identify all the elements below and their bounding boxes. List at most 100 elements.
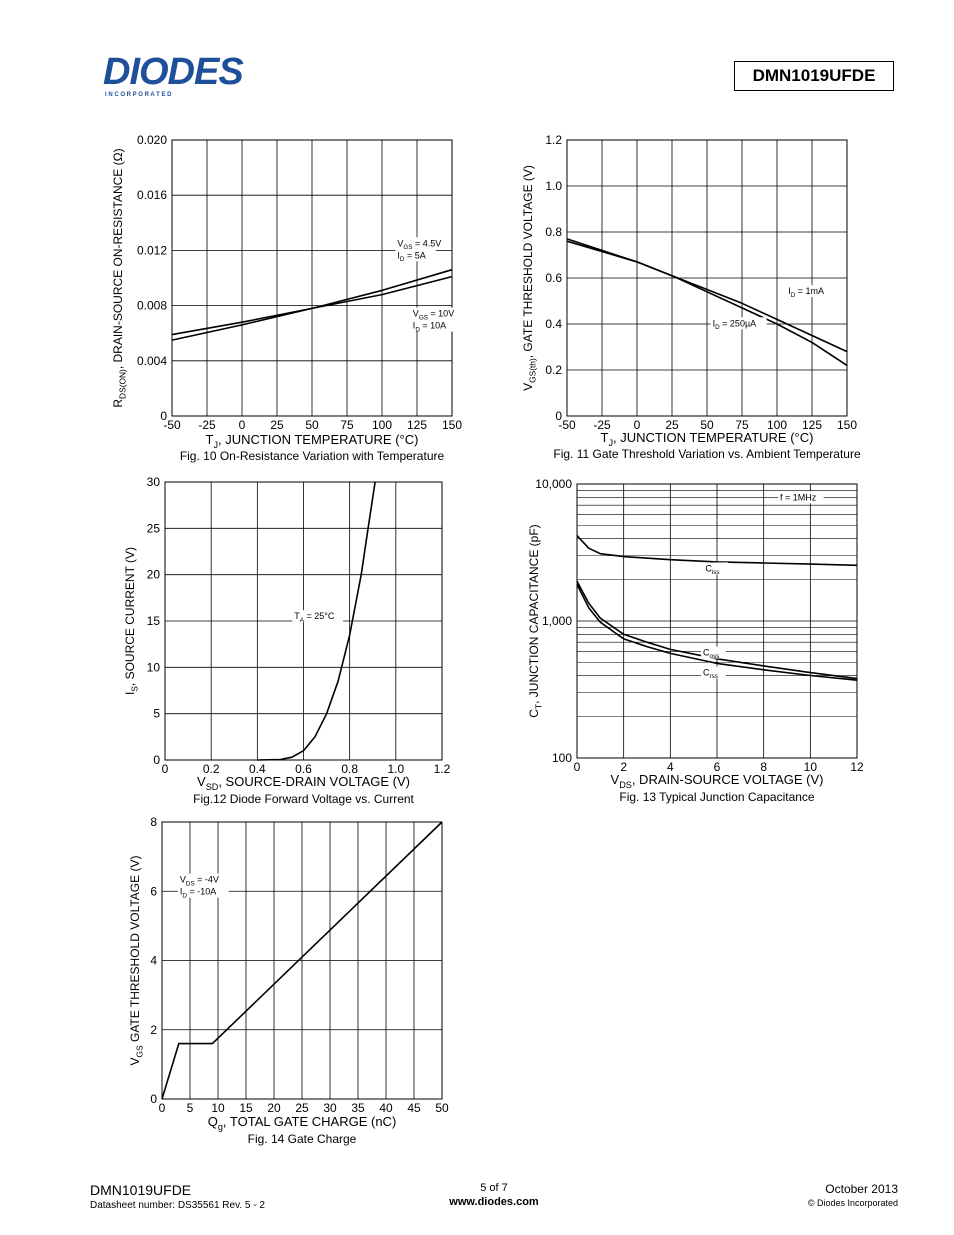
x-tick-label: -50 <box>163 418 181 432</box>
x-tick-label: 150 <box>837 418 857 432</box>
footer-datasheet-number: Datasheet number: DS35561 Rev. 5 - 2 <box>90 1200 265 1211</box>
x-tick-label: 50 <box>305 418 319 432</box>
chart-fig10: -50 -25 0 25 50 75 100 125 150 0 0.004 0.008 0.012 0.… <box>111 133 462 463</box>
annotation-label: Crss <box>703 668 718 681</box>
x-tick-label: 0 <box>239 418 246 432</box>
footer-part-number: DMN1019UFDE <box>90 1182 192 1198</box>
annotation-bg <box>410 319 457 332</box>
y-tick-label: 100 <box>552 751 572 765</box>
annotation-bg <box>177 873 229 886</box>
x-tick-label: 25 <box>295 1101 309 1115</box>
x-tick-label: 150 <box>442 418 462 432</box>
plot-frame <box>164 481 443 761</box>
x-axis-label: TJ, JUNCTION TEMPERATURE (°C) <box>206 432 419 450</box>
footer-page-number: 5 of 7 <box>480 1182 508 1194</box>
series-line <box>257 481 376 761</box>
x-tick-label: 10 <box>211 1101 225 1115</box>
x-tick-label: 15 <box>239 1101 253 1115</box>
plot-frame <box>576 483 858 759</box>
x-tick-label: -25 <box>593 418 611 432</box>
chart-fig13: 0 2 4 6 8 10 12 100 1,000 10,000 VDS, DRAIN-SOURCE… <box>527 477 864 804</box>
x-tick-label: 12 <box>850 760 864 774</box>
y-tick-label: 0.4 <box>545 317 562 331</box>
y-tick-label: 15 <box>147 614 161 628</box>
y-tick-label: 10 <box>147 660 161 674</box>
y-axis-label: VGS GATE THRESHOLD VOLTAGE (V) <box>128 856 145 1066</box>
x-tick-label: 0.8 <box>341 762 358 776</box>
annotation-bg <box>395 249 436 262</box>
y-tick-label: 20 <box>147 568 161 582</box>
footer-url[interactable]: www.diodes.com <box>449 1196 539 1208</box>
x-tick-label: -25 <box>198 418 216 432</box>
x-axis-label: VDS, DRAIN-SOURCE VOLTAGE (V) <box>611 772 824 790</box>
plot-frame <box>161 821 443 1100</box>
y-tick-label: 6 <box>150 884 157 898</box>
x-tick-label: 50 <box>435 1101 449 1115</box>
chart-fig14: 0 5 10 15 20 25 30 35 40 45 50 0 2 4 6 8 Qg, TOTAL GATE … <box>128 815 449 1146</box>
figure-caption: Fig. 13 Typical Junction Capacitance <box>619 790 815 804</box>
y-tick-label: 0.020 <box>137 133 167 147</box>
part-number: DMN1019UFDE <box>752 66 876 85</box>
y-tick-label: 0 <box>150 1092 157 1106</box>
x-tick-label: 50 <box>700 418 714 432</box>
x-tick-label: 10 <box>804 760 818 774</box>
annotation-bg <box>395 237 452 250</box>
y-tick-label: 0.8 <box>545 225 562 239</box>
series-line <box>171 275 453 336</box>
y-tick-label: 2 <box>150 1023 157 1037</box>
x-tick-label: 0.6 <box>295 762 312 776</box>
annotation-label: ID = 1mA <box>788 286 824 299</box>
x-tick-label: 75 <box>340 418 354 432</box>
annotation-bg <box>710 317 767 330</box>
annotation-bg <box>701 646 726 659</box>
x-tick-label: 0.4 <box>249 762 266 776</box>
figure-caption: Fig.12 Diode Forward Voltage vs. Current <box>193 792 414 806</box>
x-tick-label: 0 <box>159 1101 166 1115</box>
x-tick-label: 0 <box>634 418 641 432</box>
annotation-bg <box>177 885 229 898</box>
y-tick-label: 1.0 <box>545 179 562 193</box>
annotation-bg <box>410 307 462 320</box>
y-tick-label: 1,000 <box>542 614 572 628</box>
y-tick-label: 10,000 <box>535 477 572 491</box>
x-tick-label: 125 <box>407 418 427 432</box>
chart-fig11: -50 -25 0 25 50 75 100 125 150 0 0.2 0.4 0.6 0.8 1.0 1.… <box>521 133 861 461</box>
y-tick-label: 25 <box>147 521 161 535</box>
annotation-label: f = 1MHz <box>780 492 817 502</box>
x-axis-label: Qg, TOTAL GATE CHARGE (nC) <box>208 1114 397 1132</box>
logo-text: DIODES <box>103 52 243 93</box>
x-tick-label: 6 <box>714 760 721 774</box>
y-tick-label: 0 <box>555 409 562 423</box>
annotation-label: ID = -10A <box>180 887 216 900</box>
footer-copyright: © Diodes Incorporated <box>807 1198 898 1208</box>
y-tick-label: 8 <box>150 815 157 829</box>
series-line <box>566 238 848 367</box>
plot-frame <box>171 139 453 417</box>
annotation-label: VGS = 10V <box>413 309 454 322</box>
x-axis-label: VSD, SOURCE-DRAIN VOLTAGE (V) <box>197 774 410 792</box>
annotation-label: VDS = -4V <box>180 875 219 888</box>
x-tick-label: 0 <box>574 760 581 774</box>
logo-subtext: I N C O R P O R A T E D <box>105 92 172 98</box>
series-line <box>576 535 858 567</box>
x-tick-label: 25 <box>270 418 284 432</box>
figure-caption: Fig. 11 Gate Threshold Variation vs. Amb… <box>553 447 861 461</box>
annotation-label: ID = 250µA <box>713 318 757 331</box>
y-tick-label: 0 <box>153 753 160 767</box>
y-axis-label: VGS(th), GATE THRESHOLD VOLTAGE (V) <box>521 165 538 391</box>
x-tick-label: 30 <box>323 1101 337 1115</box>
series-line <box>576 584 858 681</box>
x-tick-label: 35 <box>351 1101 365 1115</box>
x-tick-label: 1.0 <box>387 762 404 776</box>
x-tick-label: 40 <box>379 1101 393 1115</box>
x-tick-label: 100 <box>767 418 787 432</box>
x-tick-label: 45 <box>407 1101 421 1115</box>
y-tick-label: 0.008 <box>137 299 167 313</box>
x-tick-label: 5 <box>187 1101 194 1115</box>
x-tick-label: 0.2 <box>203 762 220 776</box>
annotation-bg <box>703 562 729 575</box>
x-axis-label: TJ, JUNCTION TEMPERATURE (°C) <box>601 430 814 448</box>
x-tick-label: -50 <box>558 418 576 432</box>
x-tick-label: 100 <box>372 418 392 432</box>
x-tick-label: 2 <box>620 760 627 774</box>
